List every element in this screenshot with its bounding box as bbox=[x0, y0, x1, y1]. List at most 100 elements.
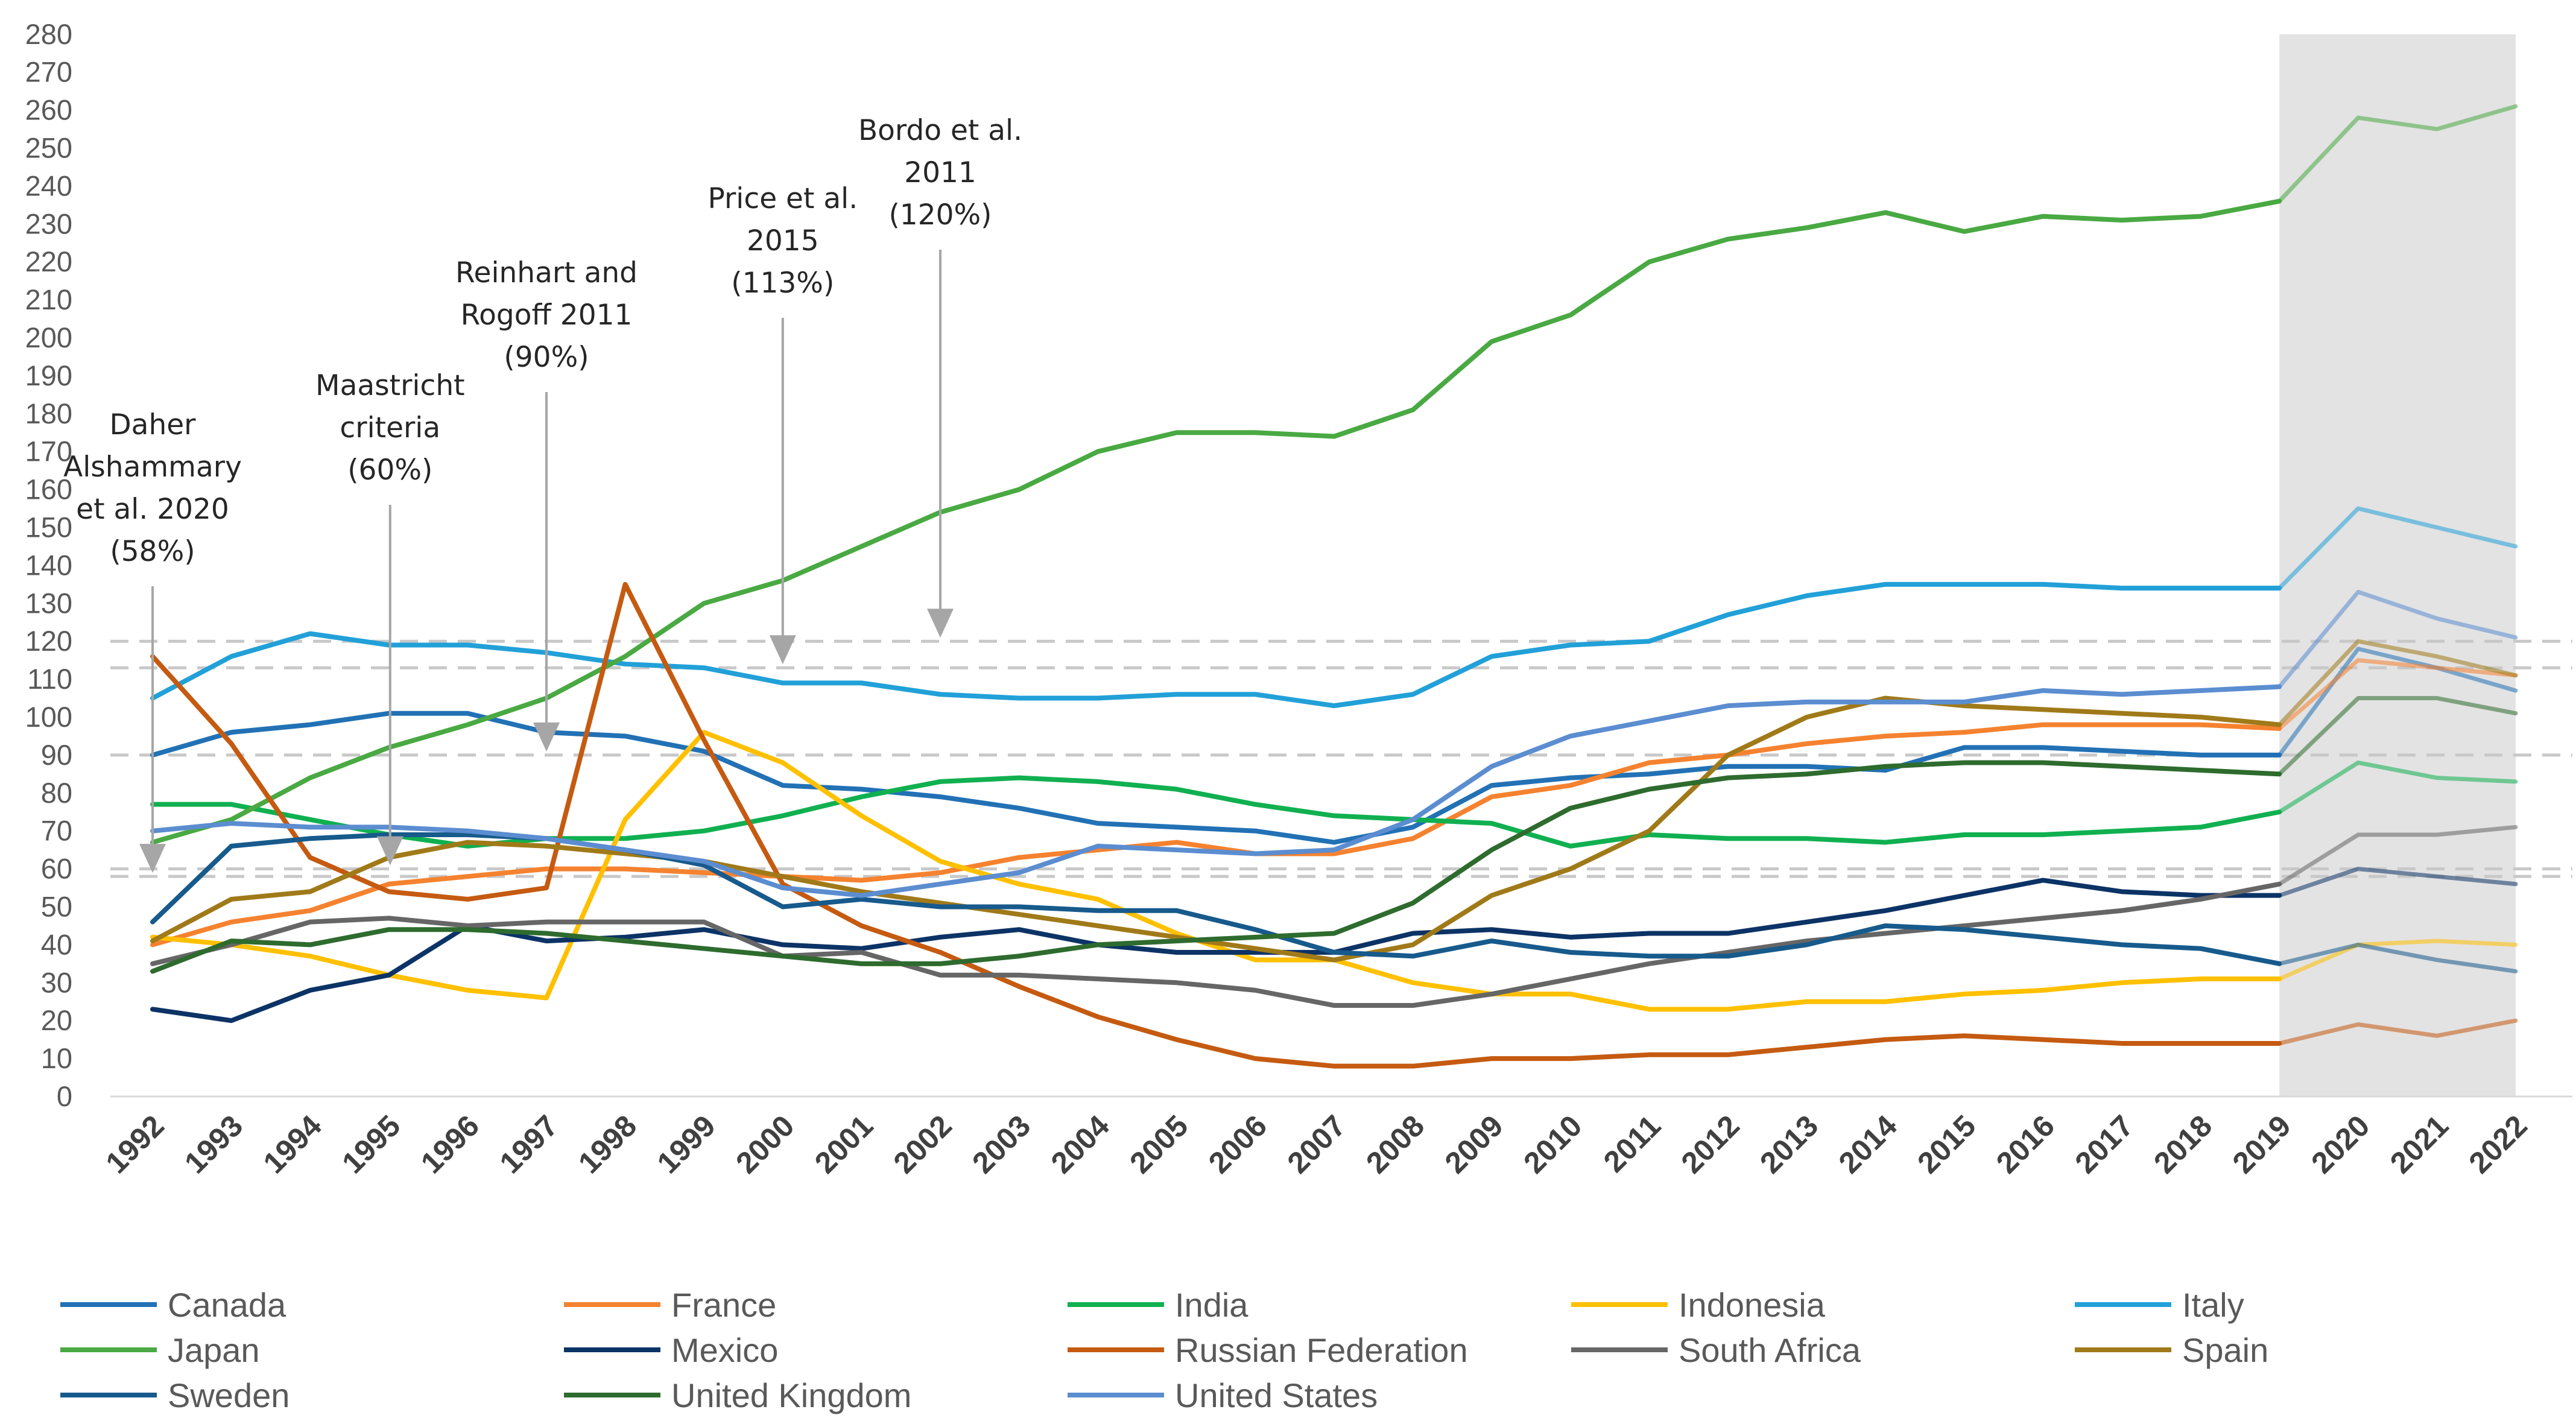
y-tick-label: 20 bbox=[41, 1004, 72, 1036]
series-line-indonesia bbox=[150, 730, 2282, 1012]
legend-label: Spain bbox=[2182, 1331, 2268, 1369]
annotation-text: (113%) bbox=[731, 267, 834, 300]
y-tick-label: 140 bbox=[25, 549, 72, 581]
legend-item: France bbox=[564, 1286, 776, 1324]
series-projection-sweden bbox=[2277, 942, 2518, 973]
series-projection-russian-federation bbox=[2277, 1018, 2518, 1046]
series-projection-indonesia bbox=[2277, 938, 2518, 981]
down-arrow-icon bbox=[769, 635, 796, 665]
annotation-text: Reinhart and bbox=[455, 256, 638, 290]
series-projection-canada bbox=[2277, 647, 2518, 758]
annotation: Daher Alshammary et al. 2020 (58%) bbox=[63, 408, 242, 873]
legend-item: India bbox=[1068, 1286, 1248, 1324]
down-arrow-icon bbox=[376, 836, 403, 865]
annotation: Reinhart and Rogoff 2011 (90%) bbox=[455, 256, 638, 752]
annotation: Bordo et al. 2011 (120%) bbox=[858, 114, 1022, 638]
x-tick-label: 2016 bbox=[1990, 1109, 2061, 1180]
x-tick-label: 2011 bbox=[1597, 1109, 1667, 1179]
legend-label: Canada bbox=[168, 1286, 286, 1324]
x-tick-label: 2004 bbox=[1045, 1109, 1116, 1180]
y-tick-label: 100 bbox=[25, 701, 72, 733]
legend-item: Canada bbox=[60, 1286, 286, 1324]
series-projection-spain bbox=[2277, 639, 2518, 727]
x-tick-label: 2002 bbox=[887, 1109, 958, 1180]
x-tick-label: 1997 bbox=[493, 1109, 565, 1180]
x-tick-label: 2013 bbox=[1753, 1109, 1824, 1180]
down-arrow-icon bbox=[533, 722, 560, 752]
annotation-text: (60%) bbox=[347, 454, 432, 487]
legend-label: South Africa bbox=[1679, 1331, 1861, 1369]
annotation-text: (90%) bbox=[504, 341, 589, 374]
y-tick-label: 190 bbox=[25, 359, 72, 391]
annotation-text: 2015 bbox=[747, 224, 819, 258]
y-tick-label: 60 bbox=[41, 853, 72, 885]
y-tick-label: 10 bbox=[41, 1042, 72, 1074]
x-tick-label: 2019 bbox=[2226, 1109, 2297, 1180]
series-line-italy bbox=[150, 581, 2282, 709]
legend-label: United States bbox=[1175, 1376, 1378, 1414]
y-tick-label: 40 bbox=[41, 928, 72, 960]
x-tick-label: 2018 bbox=[2147, 1109, 2218, 1180]
x-tick-label: 2005 bbox=[1123, 1109, 1194, 1180]
x-tick-label: 1994 bbox=[257, 1109, 328, 1180]
x-tick-label: 1998 bbox=[572, 1109, 643, 1180]
annotation-text: Daher bbox=[109, 408, 196, 441]
series-projection-united-states bbox=[2277, 589, 2518, 689]
x-tick-label: 2021 bbox=[2384, 1109, 2455, 1180]
y-tick-label: 260 bbox=[25, 94, 72, 126]
y-tick-label: 220 bbox=[25, 245, 72, 277]
annotation-text: criteria bbox=[340, 411, 440, 445]
y-tick-label: 240 bbox=[25, 169, 72, 201]
x-tick-label: 2022 bbox=[2463, 1109, 2534, 1180]
y-tick-label: 80 bbox=[41, 777, 72, 809]
x-tick-label: 2012 bbox=[1675, 1109, 1746, 1180]
legend-item: Italy bbox=[2075, 1286, 2244, 1324]
down-arrow-icon bbox=[927, 609, 954, 638]
projection-shaded-area bbox=[2279, 34, 2516, 1096]
threshold-lines bbox=[110, 639, 2572, 878]
series-projection-united-kingdom bbox=[2277, 696, 2518, 776]
series-line-mexico bbox=[150, 878, 2282, 1024]
x-tick-label: 1999 bbox=[651, 1109, 722, 1180]
legend-item: Spain bbox=[2075, 1331, 2268, 1369]
annotation: Price et al. 2015 (113%) bbox=[707, 182, 858, 665]
legend-item: United Kingdom bbox=[564, 1376, 911, 1414]
y-tick-label: 180 bbox=[25, 397, 72, 429]
legend-label: Russian Federation bbox=[1175, 1331, 1468, 1369]
x-tick-label: 2001 bbox=[808, 1109, 879, 1180]
legend-item: Indonesia bbox=[1571, 1286, 1826, 1324]
legend-item: Mexico bbox=[564, 1331, 778, 1369]
x-tick-label: 1992 bbox=[100, 1109, 171, 1180]
x-tick-label: 1995 bbox=[335, 1109, 407, 1180]
down-arrow-icon bbox=[139, 844, 166, 873]
threshold-annotations: Daher Alshammary et al. 2020 (58%) Maastrich… bbox=[63, 114, 1022, 873]
annotation-text: (120%) bbox=[888, 198, 992, 232]
x-tick-label: 2009 bbox=[1438, 1109, 1510, 1180]
annotation-text: Rogoff 2011 bbox=[461, 299, 633, 332]
series-line-france bbox=[150, 722, 2282, 948]
legend-item: Japan bbox=[60, 1331, 260, 1369]
y-tick-label: 280 bbox=[25, 18, 72, 50]
x-axis-ticks: 1992 1993 1994 1995 1996 1997 1998 1999 2000 2001… bbox=[100, 1109, 2534, 1180]
annotation: Maastricht criteria (60%) bbox=[315, 369, 465, 865]
y-tick-label: 210 bbox=[25, 283, 72, 315]
y-tick-label: 200 bbox=[25, 321, 72, 353]
series-projection-mexico bbox=[2277, 867, 2518, 898]
series-line-united-kingdom bbox=[150, 760, 2282, 974]
x-tick-label: 2006 bbox=[1202, 1109, 1273, 1180]
x-tick-label: 2015 bbox=[1911, 1109, 1982, 1180]
y-tick-label: 0 bbox=[57, 1080, 72, 1112]
x-tick-label: 2014 bbox=[1832, 1109, 1904, 1180]
legend-label: Japan bbox=[168, 1331, 260, 1369]
x-tick-label: 2003 bbox=[966, 1109, 1037, 1180]
series-projection-france bbox=[2277, 658, 2518, 731]
series-line-canada bbox=[150, 710, 2282, 845]
legend-item: Sweden bbox=[60, 1376, 290, 1414]
x-tick-label: 2020 bbox=[2305, 1109, 2376, 1180]
y-axis-ticks: 0 10 20 30 40 50 60 70 80 90 100 110 120 130 140 150 160… bbox=[25, 18, 72, 1112]
legend-item: South Africa bbox=[1571, 1331, 1861, 1369]
y-tick-label: 70 bbox=[41, 815, 72, 847]
legend-label: India bbox=[1175, 1286, 1248, 1324]
legend-label: Italy bbox=[2182, 1286, 2244, 1324]
x-tick-label: 2007 bbox=[1281, 1109, 1352, 1180]
